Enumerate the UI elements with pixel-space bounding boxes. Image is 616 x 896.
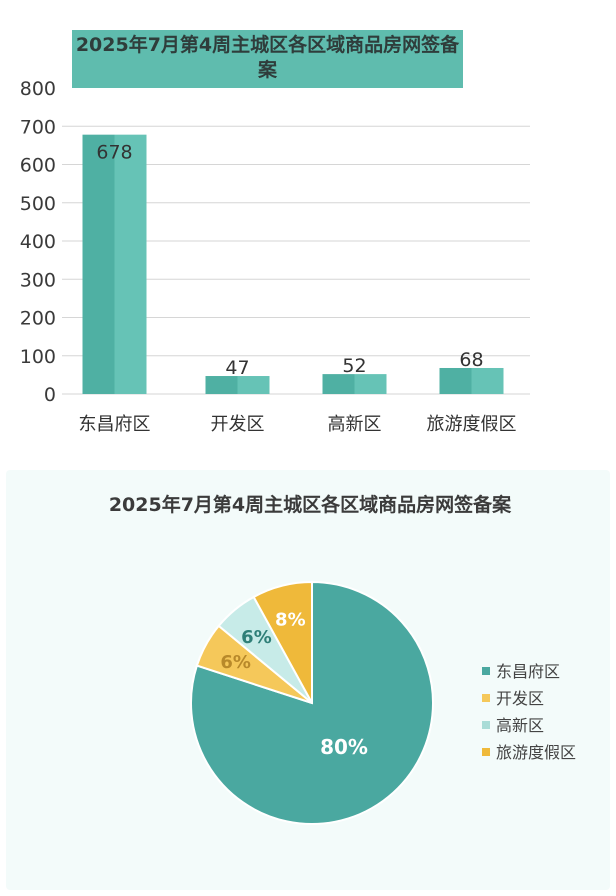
data-label: 68: [459, 349, 483, 371]
bar-chart-title: 2025年7月第4周主城区各区域商品房网签备案: [72, 30, 463, 88]
legend-label: 东昌府区: [496, 662, 560, 681]
pie-chart-title: 2025年7月第4周主城区各区域商品房网签备案: [108, 494, 512, 516]
bar: [322, 374, 355, 394]
pie-slice: [252, 580, 313, 704]
legend-label: 旅游度假区: [496, 743, 576, 762]
y-tick-label: 400: [20, 231, 56, 253]
bar: [205, 376, 238, 394]
legend-marker: [482, 667, 490, 675]
pie-label: 8%: [275, 610, 306, 631]
y-tick-label: 200: [20, 308, 56, 330]
bar: [471, 367, 504, 394]
pie-label: 6%: [241, 627, 272, 648]
data-label: 678: [96, 142, 132, 164]
bar: [114, 134, 147, 395]
legend-marker: [482, 748, 490, 756]
x-tick-label: 东昌府区: [79, 414, 151, 435]
pie-label: 6%: [220, 652, 251, 673]
y-tick-label: 100: [20, 346, 56, 368]
legend-marker: [482, 694, 490, 702]
y-tick-label: 600: [20, 155, 56, 177]
bar: [439, 367, 472, 394]
data-label: 47: [225, 357, 249, 379]
bar: [82, 134, 115, 395]
y-tick-label: 500: [20, 193, 56, 215]
x-tick-label: 高新区: [328, 414, 382, 435]
legend-label: 开发区: [496, 689, 544, 708]
x-tick-label: 开发区: [211, 414, 265, 435]
pie-label: 80%: [320, 735, 368, 759]
bar: [237, 376, 270, 394]
data-label: 52: [342, 355, 366, 377]
y-tick-label: 0: [44, 384, 56, 406]
y-tick-label: 700: [20, 116, 56, 138]
y-tick-label: 800: [20, 78, 56, 100]
legend-label: 高新区: [496, 716, 544, 735]
x-tick-label: 旅游度假区: [427, 414, 517, 435]
bar: [354, 374, 387, 394]
legend-marker: [482, 721, 490, 729]
y-tick-label: 300: [20, 269, 56, 291]
